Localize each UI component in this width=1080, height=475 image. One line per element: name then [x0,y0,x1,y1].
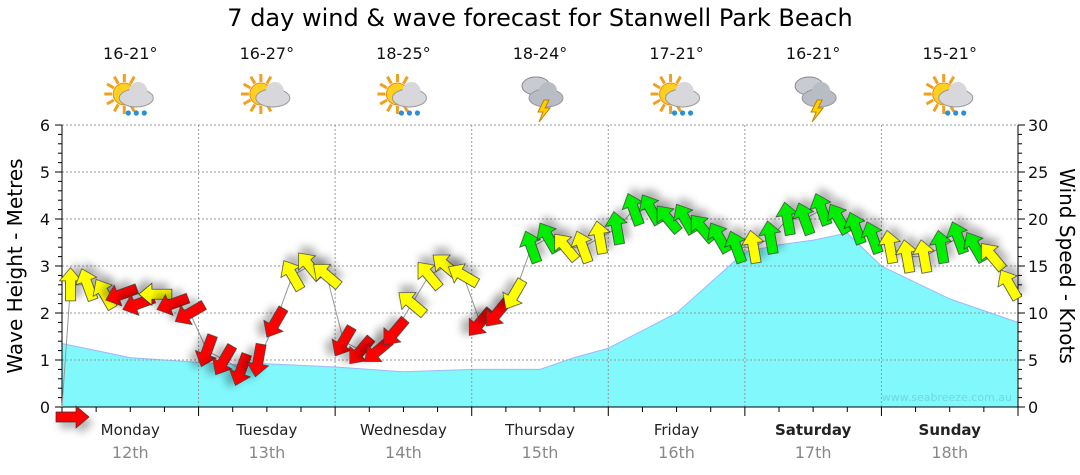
wind-arrow [997,269,1023,302]
wind-arrow [945,221,969,255]
day-label: Wednesday [360,421,447,439]
temperature-range: 16-21° [103,44,158,63]
date-label: 12th [112,443,149,462]
wind-arrow [383,315,410,346]
wind-arrow [331,324,357,357]
wind-arrow [519,230,543,265]
sun-cloud-icon [240,74,291,114]
wind-arrow [758,220,782,255]
wind-arrow [502,277,528,310]
wind-arrow [313,264,343,291]
wind-arrow [981,243,1008,273]
wind-arrow [911,239,936,274]
y-axis-label: Wave Height - Metres [3,158,27,373]
temperature-range: 16-21° [785,44,841,63]
day-label: Monday [101,421,160,439]
wind-arrow [860,221,884,255]
date-label: 18th [931,443,968,462]
wind-arrow [398,292,428,319]
wind-arrow [928,229,953,265]
day-label: Thursday [504,421,575,439]
temperature-range: 18-24° [512,44,568,63]
chart-title: 7 day wind & wave forecast for Stanwell … [227,4,853,32]
wind-arrow [174,300,207,326]
y2-tick-label: 0 [1028,398,1038,417]
wind-arrow [741,229,765,265]
y2-tick-label: 20 [1028,210,1048,229]
cloud-storm-icon [794,76,837,123]
wind-arrow [349,334,376,365]
wind-arrow [621,193,645,227]
y2-tick-label: 25 [1028,163,1048,182]
wind-arrow [194,333,218,368]
wind-arrow [894,239,918,274]
wind-arrow [656,205,683,235]
wind-arrow [587,220,611,255]
wind-arrow [792,202,816,237]
wind-arrow [246,342,270,378]
date-label: 17th [795,443,832,462]
wind-arrow [138,282,173,306]
wind-arrow [809,193,833,227]
wind-arrow [75,268,99,302]
sun-cloud-rain-icon [923,74,974,116]
wind-arrow [447,263,481,289]
y-tick-label: 3 [40,257,50,276]
y-tick-label: 6 [40,116,50,135]
y-tick-label: 4 [40,210,50,229]
wind-arrow [228,352,252,386]
day-label: Tuesday [235,421,297,439]
y2-tick-label: 10 [1028,304,1048,323]
temperature-range: 15-21° [922,44,977,63]
cloud-storm-icon [521,76,564,123]
sun-cloud-rain-icon [104,74,154,116]
date-label: 13th [248,443,285,462]
sun-cloud-rain-icon [377,74,427,116]
wind-arrow [570,230,594,265]
wind-arrow [843,211,867,246]
watermark: www.seabreeze.com.au [882,391,1012,404]
wind-arrow [280,260,306,293]
y2-tick-label: 5 [1028,351,1038,370]
wind-arrow [554,233,581,264]
wind-arrow [604,211,628,246]
date-label: 15th [522,443,559,462]
y-tick-label: 1 [40,351,50,370]
date-label: 14th [385,443,422,462]
date-label: 16th [658,443,695,462]
y-tick-label: 0 [40,398,50,417]
wind-arrow [724,230,747,265]
temperature-range: 17-21° [649,44,704,63]
wind-arrow [775,201,799,237]
day-label: Friday [654,421,700,439]
wind-arrow [156,292,191,316]
day-label: Saturday [775,421,852,439]
y2-tick-label: 15 [1028,257,1048,276]
wind-arrow [417,261,444,292]
wind-arrow [105,283,139,307]
y-tick-label: 5 [40,163,50,182]
wind-arrow [55,405,90,429]
y-tick-label: 2 [40,304,50,323]
day-label: Sunday [919,421,982,439]
sun-cloud-rain-icon [650,74,701,116]
temperature-range: 16-27° [239,44,295,63]
wind-arrow [263,305,289,338]
temperature-range: 18-25° [376,44,431,63]
y2-axis-label: Wind Speed - Knots [1055,168,1079,364]
y2-tick-label: 30 [1028,116,1048,135]
wind-arrow [212,343,237,376]
wind-arrow [877,229,901,265]
wind-arrow [58,267,83,302]
